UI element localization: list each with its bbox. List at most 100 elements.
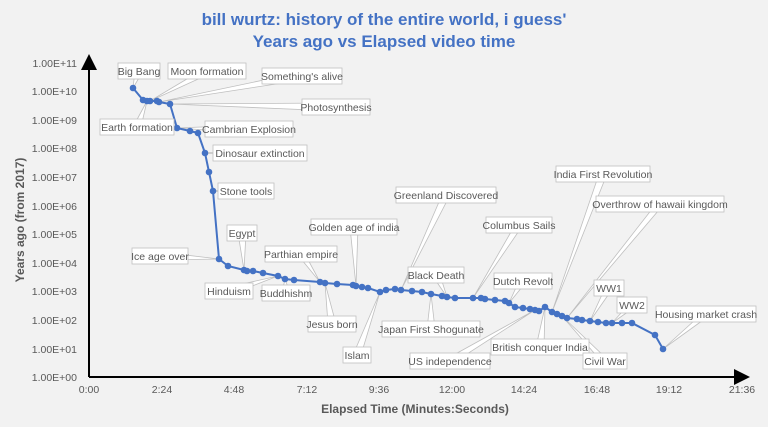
x-axis-title: Elapsed Time (Minutes:Seconds) xyxy=(321,402,509,416)
data-point xyxy=(146,97,154,105)
data-point xyxy=(194,129,202,137)
y-tick: 1.00E+06 xyxy=(32,201,77,213)
callout-box xyxy=(616,296,648,314)
data-point xyxy=(186,127,194,135)
chart-subtitle: Years ago vs Elapsed video time xyxy=(252,32,516,51)
data-point xyxy=(535,307,543,315)
callout-box xyxy=(310,218,398,236)
data-point xyxy=(382,286,390,294)
data-point xyxy=(391,285,399,293)
data-point xyxy=(628,319,636,327)
data-point xyxy=(358,283,366,291)
data-point xyxy=(491,296,499,304)
x-tick: 16:48 xyxy=(584,384,610,396)
data-point xyxy=(408,287,416,295)
callout-label-greenland: Greenland Discovered xyxy=(394,190,499,202)
data-point xyxy=(129,84,137,92)
data-point xyxy=(541,303,549,311)
data-point xyxy=(526,305,534,313)
data-point xyxy=(209,187,217,195)
data-point xyxy=(558,312,566,320)
x-tick: 12:00 xyxy=(439,384,465,396)
callout-box xyxy=(655,305,757,323)
callout-label-jesus: Jesus born xyxy=(306,319,358,331)
data-point xyxy=(364,284,372,292)
callout-box xyxy=(493,272,553,290)
data-point xyxy=(481,295,489,303)
x-tick: 7:12 xyxy=(297,384,318,396)
callout-label-civil-war: Civil War xyxy=(584,356,626,368)
x-tick: 14:24 xyxy=(511,384,537,396)
data-point xyxy=(352,282,360,290)
callout-label-dutch: Dutch Revolt xyxy=(493,276,553,288)
data-point xyxy=(243,267,251,275)
callout-label-somethings-alive: Something's alive xyxy=(261,71,343,83)
callout-label-big-bang: Big Bang xyxy=(118,66,161,78)
callout-box xyxy=(490,338,590,356)
y-tick: 1.00E+00 xyxy=(32,372,77,384)
annotation-labels: Big Bang Moon formation Something's alive P… xyxy=(99,62,757,370)
data-point xyxy=(608,319,616,327)
data-point xyxy=(281,275,289,283)
data-point xyxy=(451,294,459,302)
data-point xyxy=(205,168,213,176)
data-point xyxy=(249,267,257,275)
data-point xyxy=(443,293,451,301)
callout-leader xyxy=(566,203,665,319)
x-tick: 2:24 xyxy=(152,384,173,396)
callout-box xyxy=(555,165,651,183)
callout-box xyxy=(381,320,481,338)
y-tick: 1.00E+07 xyxy=(32,172,77,184)
y-tick: 1.00E+03 xyxy=(32,286,77,298)
data-point xyxy=(215,255,223,263)
callout-box xyxy=(212,144,308,162)
callout-label-housing: Housing market crash xyxy=(655,309,757,321)
data-point xyxy=(418,288,426,296)
callout-box xyxy=(582,352,628,370)
y-axis-title: Years ago (from 2017) xyxy=(13,158,27,283)
data-point xyxy=(166,100,174,108)
data-point xyxy=(651,331,659,339)
series-markers xyxy=(129,84,667,353)
y-tick: 1.00E+04 xyxy=(32,258,77,270)
y-tick: 1.00E+09 xyxy=(32,115,77,127)
callout-label-islam: Islam xyxy=(344,350,369,362)
y-tick: 1.00E+05 xyxy=(32,229,77,241)
y-tick: 1.00E+02 xyxy=(32,315,77,327)
x-axis-ticks: 0:00 2:24 4:48 7:12 9:36 12:00 14:24 16:… xyxy=(79,384,756,396)
data-point xyxy=(155,98,163,106)
data-point xyxy=(259,269,267,277)
callout-box xyxy=(407,266,465,284)
data-point xyxy=(397,286,405,294)
data-point xyxy=(173,124,181,132)
data-point xyxy=(316,278,324,286)
callout-box xyxy=(204,120,294,138)
callout-label-earth-formation: Earth formation xyxy=(101,122,173,134)
callout-box xyxy=(409,352,491,370)
data-point xyxy=(578,316,586,324)
callout-label-hinduism: Hinduism xyxy=(207,286,251,298)
data-point xyxy=(548,308,556,316)
callout-label-british-india: British conquer India xyxy=(492,342,588,354)
chart-title: bill wurtz: history of the entire world,… xyxy=(201,10,567,29)
callout-label-golden-age: Golden age of india xyxy=(308,222,399,234)
x-tick: 4:48 xyxy=(224,384,245,396)
callout-label-moon-formation: Moon formation xyxy=(171,66,244,78)
callout-label-cambrian: Cambrian Explosion xyxy=(202,124,296,136)
x-tick: 0:00 xyxy=(79,384,100,396)
callout-box xyxy=(485,216,553,234)
data-point xyxy=(618,319,626,327)
data-point xyxy=(505,299,513,307)
data-point xyxy=(519,304,527,312)
data-point xyxy=(333,280,341,288)
y-tick: 1.00E+01 xyxy=(32,344,77,356)
callout-box xyxy=(226,224,258,242)
callout-box xyxy=(301,98,371,116)
callout-box xyxy=(261,284,311,302)
callout-box xyxy=(593,279,625,297)
callout-box xyxy=(217,182,275,200)
data-point xyxy=(586,317,594,325)
callout-label-columbus: Columbus Sails xyxy=(483,220,556,232)
data-point xyxy=(427,290,435,298)
data-point xyxy=(594,318,602,326)
